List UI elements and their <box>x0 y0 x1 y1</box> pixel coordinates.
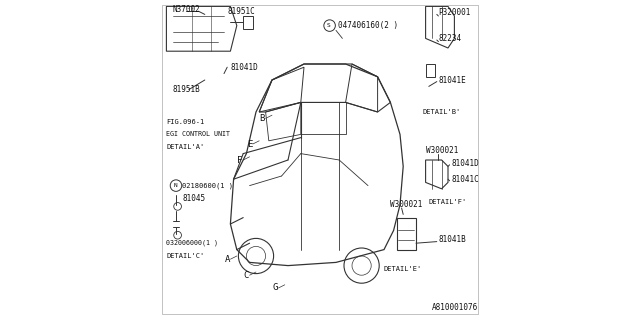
Text: W300021: W300021 <box>390 200 423 209</box>
Text: 81041E: 81041E <box>438 76 466 84</box>
Text: 047406160(2 ): 047406160(2 ) <box>338 21 397 30</box>
Text: 81041B: 81041B <box>438 236 466 244</box>
Text: N: N <box>173 183 177 188</box>
Text: N37002: N37002 <box>173 5 200 14</box>
Text: DETAIL'F': DETAIL'F' <box>429 199 467 204</box>
Text: 81041C: 81041C <box>451 175 479 184</box>
Text: W300021: W300021 <box>426 146 458 155</box>
Text: B: B <box>260 114 265 123</box>
Text: FIG.096-1: FIG.096-1 <box>166 119 205 124</box>
Text: S: S <box>327 23 331 28</box>
Text: A: A <box>225 255 230 264</box>
Text: 81951C: 81951C <box>227 7 255 16</box>
Text: 81951B: 81951B <box>173 85 200 94</box>
Text: DETAIL'C': DETAIL'C' <box>166 253 205 259</box>
Text: DETAIL'B': DETAIL'B' <box>422 109 461 115</box>
Text: DETAIL'A': DETAIL'A' <box>166 144 205 150</box>
Text: DETAIL'E': DETAIL'E' <box>384 266 422 272</box>
Text: 81041D: 81041D <box>451 159 479 168</box>
Text: EGI CONTROL UNIT: EGI CONTROL UNIT <box>166 132 230 137</box>
Text: 02180600(1 ): 02180600(1 ) <box>182 182 234 189</box>
Text: P320001: P320001 <box>438 8 471 17</box>
Text: 032006000(1 ): 032006000(1 ) <box>166 240 218 246</box>
Text: F: F <box>237 156 243 164</box>
Text: 81041D: 81041D <box>230 63 258 72</box>
Text: A810001076: A810001076 <box>432 303 478 312</box>
Text: E: E <box>247 140 252 148</box>
Text: C: C <box>244 271 249 280</box>
Text: G: G <box>273 284 278 292</box>
Text: 82234: 82234 <box>438 34 461 43</box>
Text: 81045: 81045 <box>182 194 205 203</box>
